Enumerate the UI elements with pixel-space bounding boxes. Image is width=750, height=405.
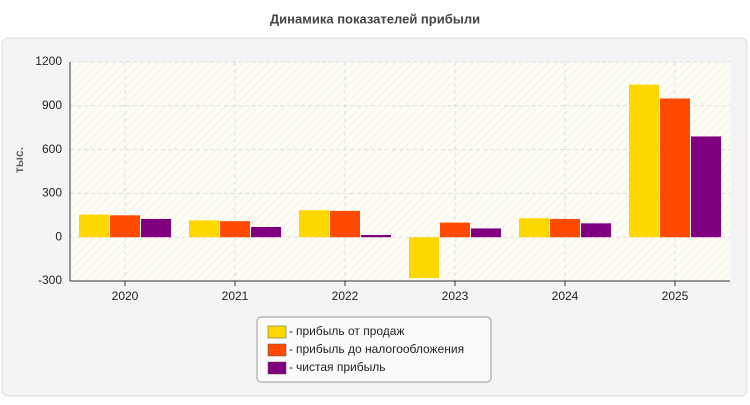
bar xyxy=(550,218,580,238)
y-axis-label: тыс. xyxy=(12,147,26,173)
bar xyxy=(79,214,109,238)
y-tick-label: 300 xyxy=(42,186,62,200)
bar xyxy=(471,228,501,238)
x-tick-label: 2024 xyxy=(552,289,579,303)
legend-label: прибыль от продаж xyxy=(296,324,405,338)
bar xyxy=(629,84,659,238)
bar xyxy=(440,222,470,238)
y-tick-label: 0 xyxy=(55,229,62,243)
legend-dash: - xyxy=(289,342,293,356)
bar xyxy=(409,237,439,279)
bar xyxy=(581,223,611,238)
bar xyxy=(251,226,281,238)
bar xyxy=(330,210,360,238)
plot-area xyxy=(70,62,730,281)
bar xyxy=(220,221,250,238)
legend xyxy=(256,316,492,383)
bar xyxy=(189,220,219,238)
x-tick-label: 2023 xyxy=(442,289,469,303)
y-tick-label: -300 xyxy=(38,273,62,287)
legend-dash: - xyxy=(289,324,293,338)
x-tick-label: 2025 xyxy=(662,289,689,303)
chart-title: Динамика показателей прибыли xyxy=(270,11,480,26)
bar xyxy=(110,215,140,238)
bar xyxy=(691,136,721,238)
x-tick-label: 2021 xyxy=(222,289,249,303)
bar xyxy=(299,210,329,238)
legend-swatch xyxy=(267,343,287,357)
legend-dash: - xyxy=(289,360,293,374)
bar xyxy=(141,218,171,238)
y-tick-label: 900 xyxy=(42,98,62,112)
y-tick-label: 1200 xyxy=(35,54,62,68)
x-tick-label: 2022 xyxy=(332,289,359,303)
y-tick-label: 600 xyxy=(42,142,62,156)
legend-swatch xyxy=(267,325,287,339)
bar xyxy=(660,98,690,238)
bar xyxy=(519,218,549,238)
x-tick-label: 2020 xyxy=(112,289,139,303)
bar xyxy=(361,235,391,238)
legend-label: прибыль до налогообложения xyxy=(296,342,464,356)
legend-label: чистая прибыль xyxy=(296,360,385,374)
legend-swatch xyxy=(267,361,287,375)
